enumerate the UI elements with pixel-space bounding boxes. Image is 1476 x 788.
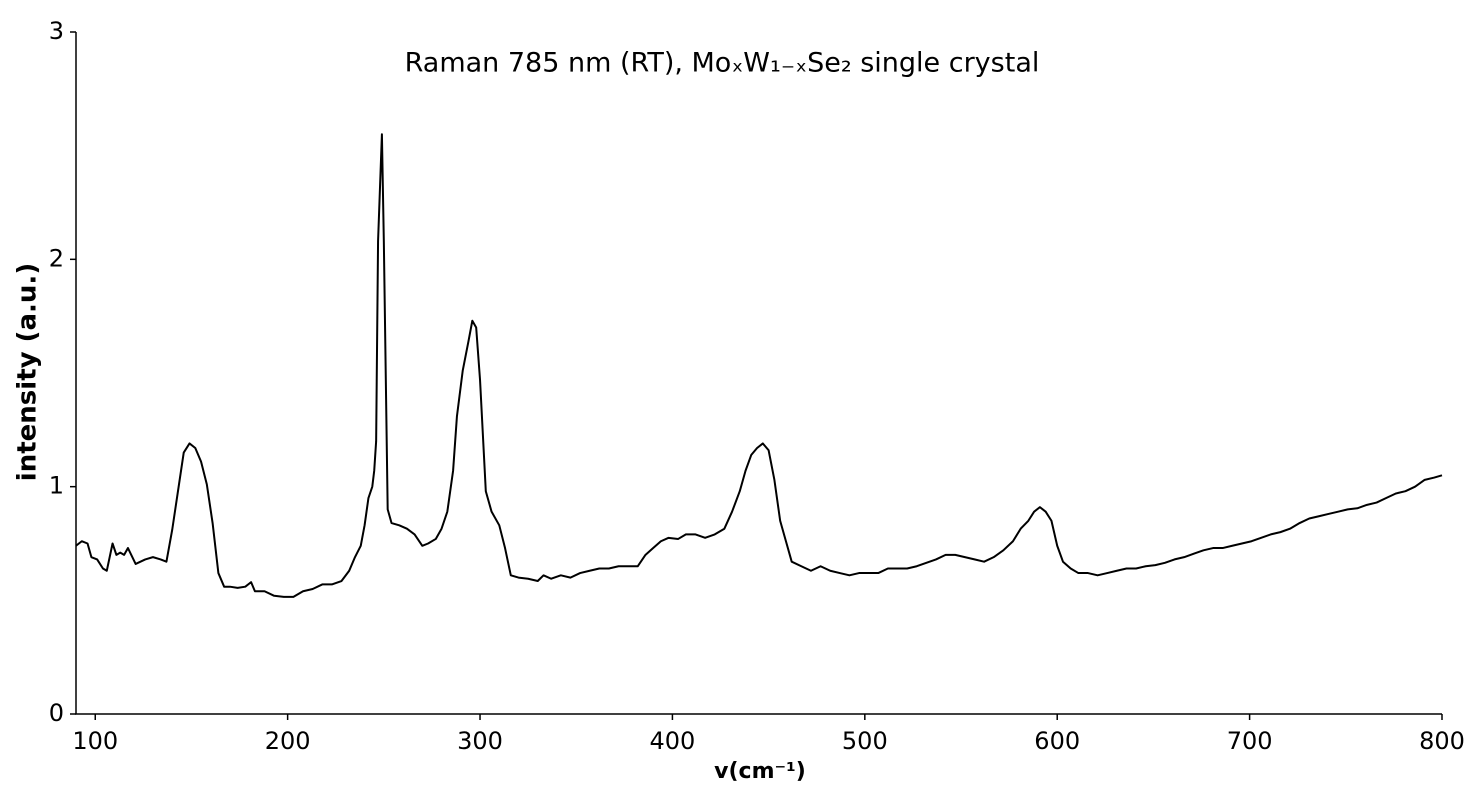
x-tick-label: 800	[1419, 727, 1465, 755]
x-tick-label: 100	[72, 727, 118, 755]
y-tick-label: 2	[49, 244, 64, 272]
y-tick-label: 0	[49, 699, 64, 727]
y-tick-label: 1	[49, 472, 64, 500]
x-tick-label: 300	[457, 727, 503, 755]
y-tick-label: 3	[49, 17, 64, 45]
x-tick-label: 200	[265, 727, 311, 755]
x-tick-label: 700	[1227, 727, 1273, 755]
spectrum-line	[75, 133, 1443, 598]
y-axis-label: intensity (a.u.)	[13, 263, 43, 481]
x-tick-label: 400	[650, 727, 696, 755]
x-tick-label: 500	[842, 727, 888, 755]
chart-title: Raman 785 nm (RT), MoₓW₁₋ₓSe₂ single cry…	[405, 48, 1040, 79]
x-tick-label: 600	[1034, 727, 1080, 755]
x-axis-label: v(cm⁻¹)	[714, 759, 806, 784]
